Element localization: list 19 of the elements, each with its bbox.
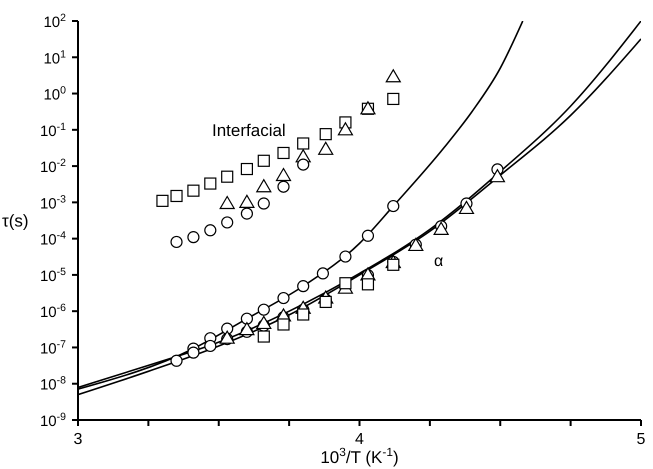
- y-tick-label: 10$^{-4}$: [40, 230, 66, 249]
- y-axis-title: τ(s): [2, 212, 29, 230]
- y-tick-label: 10$^{-9}$: [40, 411, 66, 430]
- x-tick-label: 5: [636, 431, 646, 448]
- y-tick-label: 10$^{-6}$: [40, 302, 66, 322]
- y-tick-label: 10$^{-1}$: [40, 120, 66, 140]
- annotation: Interfacial: [212, 121, 286, 140]
- y-tick-label: 10$^{-3}$: [40, 193, 66, 212]
- y-tick-label: 10$^{-5}$: [40, 266, 66, 285]
- y-tick-label: 10$^{-7}$: [40, 338, 66, 358]
- y-tick-label: 10$^{0}$: [43, 84, 66, 104]
- annotation: α: [434, 253, 444, 270]
- x-axis-title: 10$^{3}$/T (K$^{-1}$): [320, 445, 399, 467]
- y-tick-label: 10$^{1}$: [43, 48, 66, 68]
- y-tick-label: 10$^{2}$: [43, 12, 66, 31]
- y-tick-label: 10$^{-2}$: [40, 157, 66, 176]
- x-tick-label: 4: [355, 431, 364, 448]
- y-tick-label: 10$^{-8}$: [40, 374, 66, 394]
- x-tick-label: 3: [74, 431, 83, 448]
